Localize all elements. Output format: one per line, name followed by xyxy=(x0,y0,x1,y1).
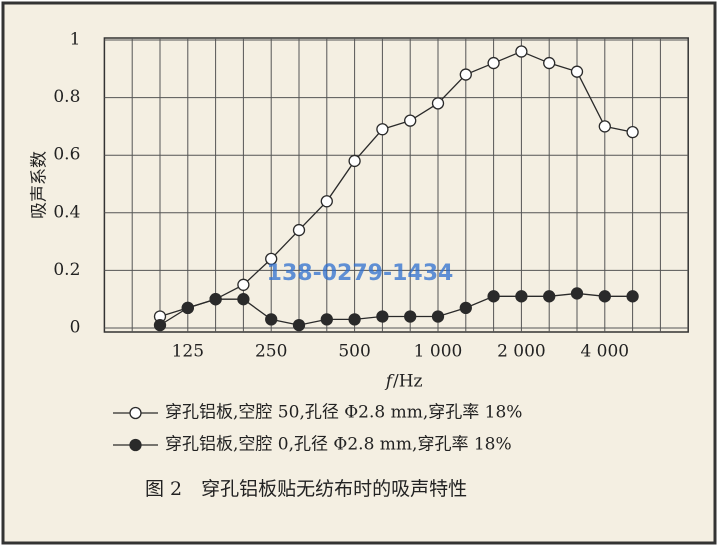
data-point xyxy=(598,120,611,133)
caption: 图 2 穿孔铝板贴无纺布时的吸声特性 xyxy=(145,478,467,500)
data-point xyxy=(237,293,250,306)
data-point xyxy=(181,301,194,314)
y-axis-label: 吸声系数 xyxy=(30,151,50,219)
data-point xyxy=(626,126,639,139)
data-point xyxy=(543,290,556,303)
x-tick-label: 4 000 xyxy=(580,342,629,362)
data-point xyxy=(348,313,361,326)
data-point xyxy=(348,154,361,168)
y-tick-label: 0.2 xyxy=(53,260,80,280)
legend-marker xyxy=(129,406,142,420)
x-axis-label: f xyxy=(384,372,395,392)
data-point xyxy=(209,293,222,306)
data-point xyxy=(292,318,306,332)
data-point xyxy=(570,65,584,78)
data-point xyxy=(515,290,528,303)
data-point xyxy=(404,114,417,127)
data-point xyxy=(459,68,472,81)
data-point xyxy=(515,45,528,58)
data-point xyxy=(570,287,584,300)
plot-frame xyxy=(103,37,689,333)
data-point xyxy=(237,278,250,291)
watermark: 138-0279-1434 xyxy=(267,261,454,286)
data-point xyxy=(376,310,389,323)
data-point xyxy=(320,313,333,326)
x-tick-label: 2 000 xyxy=(497,342,546,362)
data-point xyxy=(487,290,500,303)
data-point xyxy=(626,290,639,303)
data-point xyxy=(404,310,417,323)
data-point xyxy=(543,56,556,70)
legend-label: 穿孔铝板,空腔 0,孔径 Φ2.8 mm,穿孔率 18% xyxy=(165,435,512,455)
data-point xyxy=(598,290,611,303)
x-tick-label: 250 xyxy=(255,342,287,362)
data-point xyxy=(265,252,278,266)
x-tick-label: 1 000 xyxy=(414,342,463,362)
y-tick-label: 0.4 xyxy=(53,202,80,222)
y-tick-label: 0 xyxy=(70,318,81,338)
data-point xyxy=(459,301,472,314)
data-point xyxy=(292,223,306,237)
data-point xyxy=(487,56,500,70)
data-point xyxy=(153,318,167,332)
data-point xyxy=(431,310,445,323)
x-tick-label: 125 xyxy=(172,342,204,362)
x-tick-label: 500 xyxy=(338,342,370,362)
x-axis-label: /Hz xyxy=(393,372,423,392)
data-point xyxy=(320,195,333,208)
legend-label: 穿孔铝板,空腔 50,孔径 Φ2.8 mm,穿孔率 18% xyxy=(165,403,522,423)
y-tick-label: 0.8 xyxy=(53,87,80,107)
data-point xyxy=(431,97,445,110)
legend-marker xyxy=(129,438,142,452)
data-point xyxy=(265,313,278,326)
y-tick-label: 0.6 xyxy=(53,145,80,165)
data-point xyxy=(376,123,389,136)
y-tick-label: 1 xyxy=(70,30,81,50)
